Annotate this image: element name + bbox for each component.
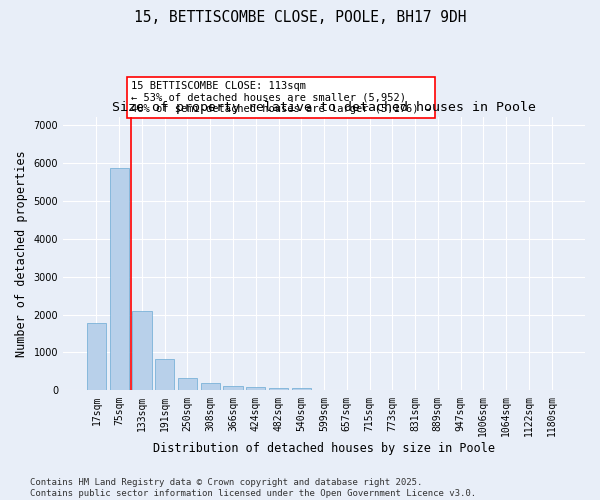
Bar [269, 388, 288, 390]
Bar [246, 387, 265, 390]
Bar [132, 312, 152, 390]
Bar [292, 388, 311, 390]
Y-axis label: Number of detached properties: Number of detached properties [15, 150, 28, 357]
Title: Size of property relative to detached houses in Poole: Size of property relative to detached ho… [112, 102, 536, 114]
Bar [155, 360, 175, 390]
Bar [110, 168, 129, 390]
Text: Contains HM Land Registry data © Crown copyright and database right 2025.
Contai: Contains HM Land Registry data © Crown c… [30, 478, 476, 498]
Bar [200, 384, 220, 390]
Bar [223, 386, 242, 390]
Bar [87, 323, 106, 390]
Bar [178, 378, 197, 390]
Text: 15 BETTISCOMBE CLOSE: 113sqm
← 53% of detached houses are smaller (5,952)
46% of: 15 BETTISCOMBE CLOSE: 113sqm ← 53% of de… [131, 81, 431, 114]
X-axis label: Distribution of detached houses by size in Poole: Distribution of detached houses by size … [153, 442, 495, 455]
Text: 15, BETTISCOMBE CLOSE, POOLE, BH17 9DH: 15, BETTISCOMBE CLOSE, POOLE, BH17 9DH [134, 10, 466, 25]
